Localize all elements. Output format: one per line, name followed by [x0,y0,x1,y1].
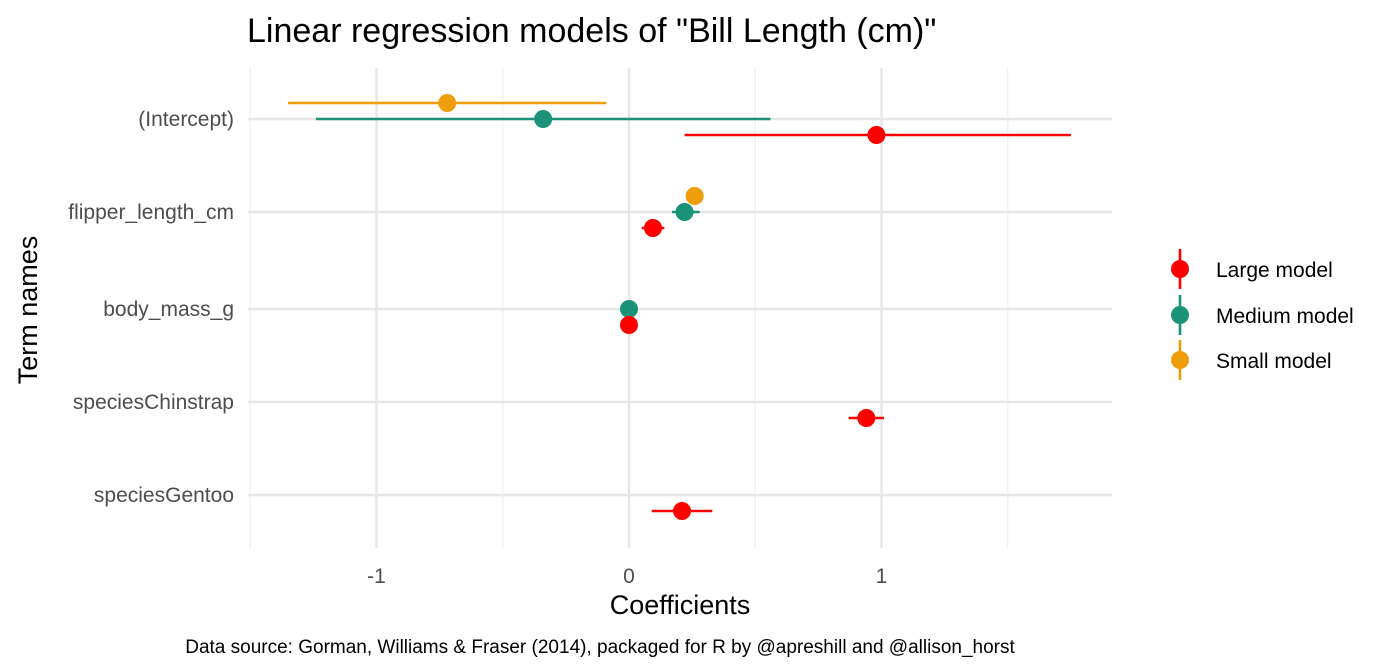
data-point [675,203,694,221]
y-tick-labels: (Intercept) flipper_length_cm body_mass_gs… [68,108,234,507]
data-point [534,110,553,128]
legend-key-point [1171,306,1189,324]
y-tick-label: speciesGentoo [94,484,234,507]
legend-key-point [1171,260,1189,278]
legend-label: Small model [1216,350,1332,373]
x-tick-label: -1 [367,565,386,588]
x-tick-label: 1 [876,565,888,588]
y-axis-title: Term names [13,236,43,385]
legend-label: Medium model [1216,305,1354,328]
x-tick-labels: -1 0 1 [367,565,887,588]
y-tick-label: speciesChinstrap [73,391,234,414]
data-point [620,300,638,318]
gridlines [248,68,1112,548]
legend-key-point [1171,351,1189,369]
data-point [643,219,662,237]
legend-label: Large model [1216,259,1333,282]
data-point [438,94,457,112]
y-tick-label: (Intercept) [138,108,234,131]
chart-caption: Data source: Gorman, Williams & Fraser (… [185,637,1015,658]
data-point [685,187,704,205]
y-tick-label: body_mass_g [103,298,234,321]
data-point [620,316,638,334]
y-tick-label: flipper_length_cm [68,201,234,224]
data-marks [288,94,1071,520]
legend: Large model Medium model Small model [1171,249,1354,380]
chart-title: Linear regression models of "Bill Length… [247,12,936,50]
x-tick-label: 0 [623,565,635,588]
data-point [867,126,886,144]
data-point [857,409,876,427]
data-point [673,502,692,520]
x-axis-title: Coefficients [610,590,751,620]
